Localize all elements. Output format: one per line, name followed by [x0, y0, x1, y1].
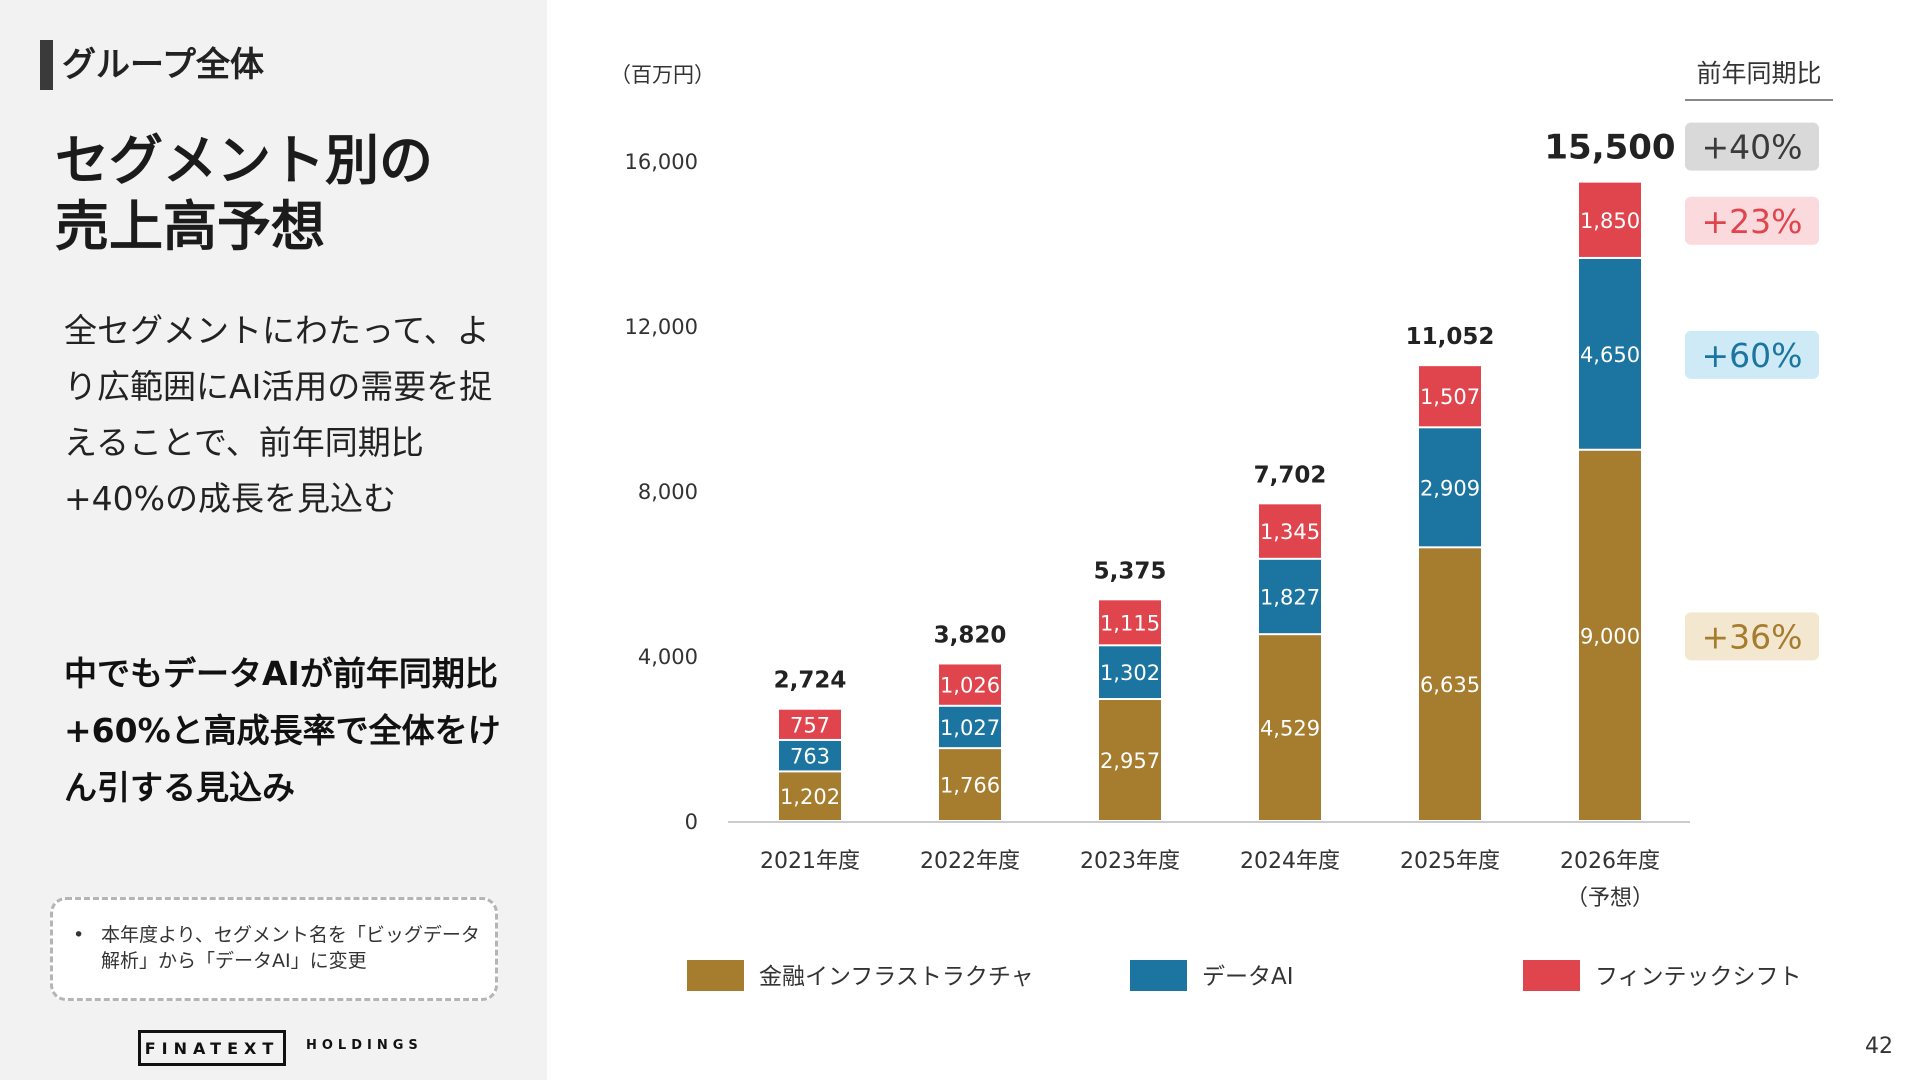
bar-segment: [939, 706, 1001, 748]
bar-value-label: 1,302: [1100, 661, 1160, 685]
x-tick-label: 2025年度: [1400, 849, 1500, 874]
logo-main-text: FINATEXT: [144, 1038, 280, 1058]
bar-value-label: 757: [790, 713, 830, 737]
unit-label: （百万円）: [610, 63, 715, 87]
x-tick-label: 2024年度: [1240, 849, 1340, 874]
legend-label: 金融インフラストラクチャ: [759, 964, 1034, 990]
page-title-line-2: 売上高予想: [55, 195, 325, 258]
bar-segment: [939, 664, 1001, 705]
left-panel: グループ全体 セグメント別の 売上高予想 全セグメントにわたって、より広範囲にA…: [0, 0, 547, 1080]
x-tick-label: 2021年度: [760, 849, 860, 874]
company-logo: FINATEXT: [138, 1030, 286, 1066]
note-box: • 本年度より、セグメント名を「ビッグデータ解析」から「データAI」に変更: [50, 897, 498, 1001]
yoy-header: 前年同期比: [1696, 59, 1821, 88]
x-tick-label: 2023年度: [1080, 849, 1180, 874]
y-tick-label: 16,000: [625, 150, 698, 174]
section-marker: [40, 40, 53, 90]
yoy-badge-label: +60%: [1702, 336, 1803, 375]
bar-value-label: 6,635: [1420, 673, 1480, 697]
yoy-badge-label: +40%: [1702, 128, 1803, 167]
x-tick-label: 2026年度: [1560, 849, 1660, 874]
legend-swatch: [1523, 960, 1580, 991]
bar-value-label: 1,345: [1260, 520, 1320, 544]
bar-segment: [1099, 600, 1161, 645]
bar-value-label: 1,850: [1580, 209, 1640, 233]
bar-segment: [779, 709, 841, 739]
x-tick-label: （予想）: [1566, 886, 1654, 911]
section-label: グループ全体: [62, 45, 264, 85]
bar-value-label: 1,115: [1100, 611, 1160, 635]
bar-segment: [1579, 182, 1641, 257]
y-tick-label: 4,000: [638, 645, 698, 669]
bar-segment: [1099, 700, 1161, 820]
bar-value-label: 9,000: [1580, 624, 1640, 648]
bar-segment: [1259, 504, 1321, 558]
highlight-text: 中でもデータAIが前年同期比+60%と高成長率で全体をけん引する見込み: [64, 654, 501, 807]
bar-value-label: 1,827: [1260, 585, 1320, 609]
yoy-badge: [1685, 122, 1819, 171]
bar-value-label: 1,026: [940, 674, 1000, 698]
bar-value-label: 763: [790, 745, 830, 769]
legend-label: データAI: [1202, 964, 1294, 990]
bar-value-label: 1,027: [940, 716, 1000, 740]
bar-segment: [779, 772, 841, 820]
yoy-badge: [1685, 330, 1819, 379]
page-title-line-1: セグメント別の: [55, 129, 433, 192]
bar-segment: [1099, 646, 1161, 699]
bar-value-label: 1,766: [940, 774, 1000, 798]
legend-label: フィンテックシフト: [1595, 964, 1802, 990]
bar-total-label: 7,702: [1254, 462, 1327, 488]
bar-total-label: 15,500: [1544, 128, 1675, 168]
bar-total-label: 2,724: [774, 668, 847, 694]
yoy-badge-label: +36%: [1702, 617, 1803, 656]
logo-sub-text: HOLDINGS: [306, 1038, 423, 1053]
bar-segment: [1259, 559, 1321, 634]
bar-value-label: 2,957: [1100, 749, 1160, 773]
page-number: 42: [1865, 1034, 1893, 1059]
bar-value-label: 2,909: [1420, 476, 1480, 500]
body-text: 全セグメントにわたって、より広範囲にAI活用の需要を捉えることで、前年同期比+4…: [64, 311, 493, 518]
bar-total-label: 3,820: [934, 622, 1007, 648]
bar-segment: [779, 740, 841, 771]
y-tick-label: 0: [685, 810, 698, 834]
bar-value-label: 1,507: [1420, 385, 1480, 409]
bar-value-label: 4,529: [1260, 717, 1320, 741]
bar-value-label: 1,202: [780, 785, 840, 809]
note-bullet: •: [73, 924, 85, 946]
note-text: 本年度より、セグメント名を「ビッグデータ解析」から「データAI」に変更: [101, 924, 480, 972]
yoy-badge: [1685, 196, 1819, 245]
bar-segment: [1579, 450, 1641, 820]
y-tick-label: 12,000: [625, 315, 698, 339]
bar-value-label: 4,650: [1580, 343, 1640, 367]
legend-swatch: [1130, 960, 1187, 991]
x-tick-label: 2022年度: [920, 849, 1020, 874]
bar-total-label: 11,052: [1406, 324, 1495, 350]
bar-segment: [1419, 366, 1481, 427]
bar-segment: [939, 749, 1001, 820]
y-tick-label: 8,000: [638, 480, 698, 504]
yoy-badge: [1685, 612, 1819, 661]
bar-segment: [1579, 258, 1641, 449]
bar-segment: [1259, 635, 1321, 820]
bar-segment: [1419, 428, 1481, 547]
yoy-badge-label: +23%: [1702, 202, 1803, 241]
legend-swatch: [687, 960, 744, 991]
bar-total-label: 5,375: [1094, 558, 1167, 584]
page-title: セグメント別の 売上高予想: [55, 128, 525, 260]
bar-segment: [1419, 548, 1481, 820]
